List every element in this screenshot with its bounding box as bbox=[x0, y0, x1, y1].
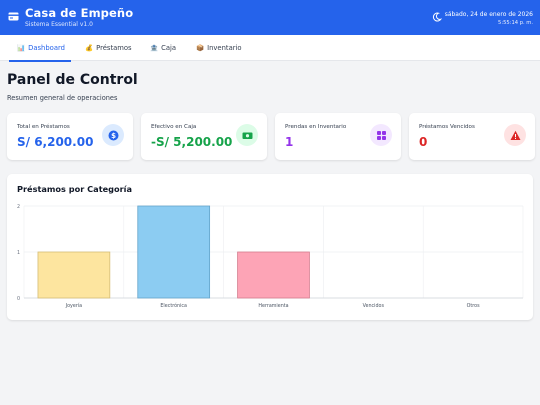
app-title: Casa de Empeño bbox=[25, 6, 134, 20]
cash-icon bbox=[236, 124, 258, 146]
tab-label: Caja bbox=[161, 44, 177, 52]
bar-chart: 0 1 2 Joyería Electrónica Herramienta Vencidos… bbox=[17, 204, 524, 309]
svg-text:$: $ bbox=[111, 132, 116, 140]
stat-card-efectivo-caja: Efectivo en Caja -S/ 5,200.00 bbox=[141, 113, 267, 160]
card-label: Total en Préstamos bbox=[17, 124, 70, 130]
stat-card-prestamos-vencidos: Préstamos Vencidos 0 bbox=[409, 113, 535, 160]
moon-icon[interactable] bbox=[432, 12, 442, 22]
app-header: Casa de Empeño Sistema Essential v1.0 sá… bbox=[0, 0, 540, 35]
card-value: S/ 6,200.00 bbox=[17, 135, 94, 149]
warning-icon bbox=[504, 124, 526, 146]
stat-card-prendas-inventario: Prendas en Inventario 1 bbox=[275, 113, 401, 160]
y-tick-label: 1 bbox=[17, 250, 20, 256]
nav-bar: 📊 Dashboard 💰 Préstamos 🏦 Caja 📦 Inventa… bbox=[0, 35, 540, 62]
x-tick-label: Herramienta bbox=[258, 303, 288, 309]
money-bag-icon: 💰 bbox=[85, 44, 94, 52]
current-date: sábado, 24 de enero de 2026 bbox=[444, 11, 533, 18]
card-label: Prendas en Inventario bbox=[285, 124, 347, 130]
bar bbox=[237, 251, 310, 299]
y-tick-label: 2 bbox=[17, 204, 20, 210]
wallet-icon bbox=[8, 12, 19, 21]
dollar-icon: $ bbox=[102, 124, 124, 146]
x-tick-label: Otros bbox=[467, 303, 480, 309]
current-time: 5:55:14 p. m. bbox=[498, 20, 533, 26]
y-tick-label: 0 bbox=[17, 296, 20, 302]
tab-inventario[interactable]: 📦 Inventario bbox=[196, 35, 242, 61]
card-value: 0 bbox=[419, 135, 428, 149]
card-value: -S/ 5,200.00 bbox=[151, 135, 233, 149]
tab-dashboard[interactable]: 📊 Dashboard bbox=[9, 35, 71, 62]
tab-caja[interactable]: 🏦 Caja bbox=[150, 35, 176, 61]
tab-label: Dashboard bbox=[28, 44, 65, 52]
box-icon: 📦 bbox=[196, 44, 205, 52]
bar bbox=[37, 251, 111, 299]
x-tick-label: Joyería bbox=[65, 302, 82, 309]
card-label: Préstamos Vencidos bbox=[419, 124, 475, 130]
chart-card: 0 1 2 Joyería Electrónica Herramienta Vencidos… bbox=[7, 174, 533, 320]
tab-label: Préstamos bbox=[96, 44, 132, 52]
card-label: Efectivo en Caja bbox=[151, 124, 197, 130]
grid-icon bbox=[370, 124, 392, 146]
chart-icon: 📊 bbox=[17, 44, 26, 52]
stat-card-total-prestamos: Total en Préstamos S/ 6,200.00 $ bbox=[7, 113, 133, 160]
chart-title: Préstamos por Categoría bbox=[17, 184, 133, 194]
tab-prestamos[interactable]: 💰 Préstamos bbox=[85, 35, 132, 61]
page-subtitle: Resumen general de operaciones bbox=[7, 94, 118, 102]
bank-icon: 🏦 bbox=[150, 44, 159, 52]
page-title: Panel de Control bbox=[7, 72, 138, 88]
x-tick-label: Electrónica bbox=[160, 302, 187, 309]
card-value: 1 bbox=[285, 135, 294, 149]
app-subtitle: Sistema Essential v1.0 bbox=[25, 21, 93, 28]
x-tick-label: Vencidos bbox=[363, 303, 385, 309]
bar bbox=[137, 205, 211, 299]
tab-label: Inventario bbox=[207, 44, 242, 52]
